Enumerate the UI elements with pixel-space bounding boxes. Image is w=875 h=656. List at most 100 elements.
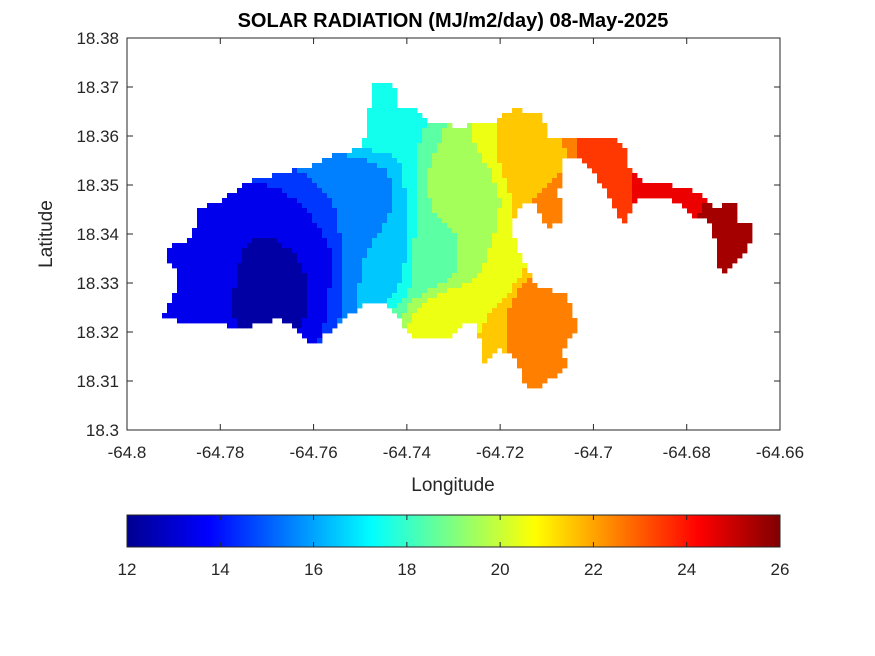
heatmap-cell <box>302 278 308 284</box>
heatmap-cell <box>382 183 388 189</box>
heatmap-cell <box>487 128 493 134</box>
heatmap-cell <box>387 233 393 239</box>
heatmap-cell <box>497 238 503 244</box>
heatmap-cell <box>367 228 373 234</box>
heatmap-cell <box>727 258 733 264</box>
heatmap-cell <box>322 273 328 279</box>
heatmap-cell <box>487 273 493 279</box>
heatmap-cell <box>192 273 198 279</box>
heatmap-cell <box>692 198 698 204</box>
heatmap-cell <box>277 203 283 209</box>
heatmap-cell <box>487 313 493 319</box>
heatmap-cell <box>537 368 543 374</box>
heatmap-cell <box>212 203 218 209</box>
heatmap-cell <box>402 128 408 134</box>
heatmap-cell <box>187 313 193 319</box>
heatmap-cell <box>372 153 378 159</box>
heatmap-cell <box>267 283 273 289</box>
heatmap-cell <box>572 143 578 149</box>
heatmap-cell <box>417 228 423 234</box>
heatmap-cell <box>727 238 733 244</box>
heatmap-cell <box>547 213 553 219</box>
heatmap-cell <box>382 148 388 154</box>
heatmap-cell <box>487 178 493 184</box>
heatmap-cell <box>497 213 503 219</box>
heatmap-cell <box>532 163 538 169</box>
heatmap-cell <box>192 278 198 284</box>
heatmap-cell <box>532 328 538 334</box>
heatmap-cell <box>402 173 408 179</box>
heatmap-cell <box>437 228 443 234</box>
heatmap-cell <box>467 218 473 224</box>
heatmap-cell <box>527 143 533 149</box>
heatmap-cell <box>202 273 208 279</box>
heatmap-cell <box>327 223 333 229</box>
heatmap-cell <box>217 268 223 274</box>
heatmap-cell <box>507 173 513 179</box>
heatmap-cell <box>307 238 313 244</box>
heatmap-cell <box>352 223 358 229</box>
heatmap-cell <box>507 123 513 129</box>
heatmap-cell <box>397 128 403 134</box>
heatmap-cell <box>312 248 318 254</box>
heatmap-cell <box>377 188 383 194</box>
heatmap-cell <box>467 208 473 214</box>
heatmap-cell <box>527 363 533 369</box>
heatmap-cell <box>407 123 413 129</box>
heatmap-cell <box>422 203 428 209</box>
heatmap-cell <box>517 203 523 209</box>
heatmap-cell <box>602 143 608 149</box>
heatmap-cell <box>437 238 443 244</box>
heatmap-cell <box>267 248 273 254</box>
heatmap-cell <box>242 323 248 329</box>
heatmap-cell <box>462 233 468 239</box>
heatmap-cell <box>282 268 288 274</box>
y-tick-label: 18.37 <box>76 78 119 97</box>
heatmap-cell <box>402 183 408 189</box>
heatmap-cell <box>552 293 558 299</box>
heatmap-cell <box>277 298 283 304</box>
heatmap-cell <box>212 308 218 314</box>
heatmap-cell <box>462 148 468 154</box>
heatmap-cell <box>232 303 238 309</box>
heatmap-cell <box>367 163 373 169</box>
heatmap-cell <box>382 113 388 119</box>
heatmap-cell <box>207 258 213 264</box>
heatmap-cell <box>747 228 753 234</box>
heatmap-cell <box>552 363 558 369</box>
heatmap-cell <box>397 188 403 194</box>
heatmap-cell <box>697 193 703 199</box>
heatmap-cell <box>462 168 468 174</box>
heatmap-cell <box>407 198 413 204</box>
heatmap-cell <box>387 238 393 244</box>
heatmap-cell <box>552 193 558 199</box>
heatmap-cell <box>377 258 383 264</box>
heatmap-cell <box>437 158 443 164</box>
heatmap-cell <box>377 153 383 159</box>
heatmap-cell <box>507 313 513 319</box>
heatmap-cell <box>527 193 533 199</box>
heatmap-cell <box>227 203 233 209</box>
heatmap-cell <box>432 228 438 234</box>
heatmap-cell <box>517 178 523 184</box>
heatmap-cell <box>397 268 403 274</box>
heatmap-cell <box>507 178 513 184</box>
heatmap-cell <box>362 168 368 174</box>
heatmap-cell <box>567 328 573 334</box>
heatmap-cell <box>667 188 673 194</box>
heatmap-cell <box>567 323 573 329</box>
heatmap-cell <box>717 213 723 219</box>
heatmap-cell <box>487 183 493 189</box>
heatmap-cell <box>257 253 263 259</box>
heatmap-cell <box>247 218 253 224</box>
heatmap-cell <box>227 233 233 239</box>
heatmap-cell <box>522 163 528 169</box>
heatmap-cell <box>497 158 503 164</box>
heatmap-cell <box>482 173 488 179</box>
heatmap-cell <box>527 313 533 319</box>
heatmap-cell <box>282 183 288 189</box>
heatmap-cell <box>492 123 498 129</box>
heatmap-cell <box>172 253 178 259</box>
heatmap-cell <box>407 238 413 244</box>
heatmap-cell <box>632 178 638 184</box>
